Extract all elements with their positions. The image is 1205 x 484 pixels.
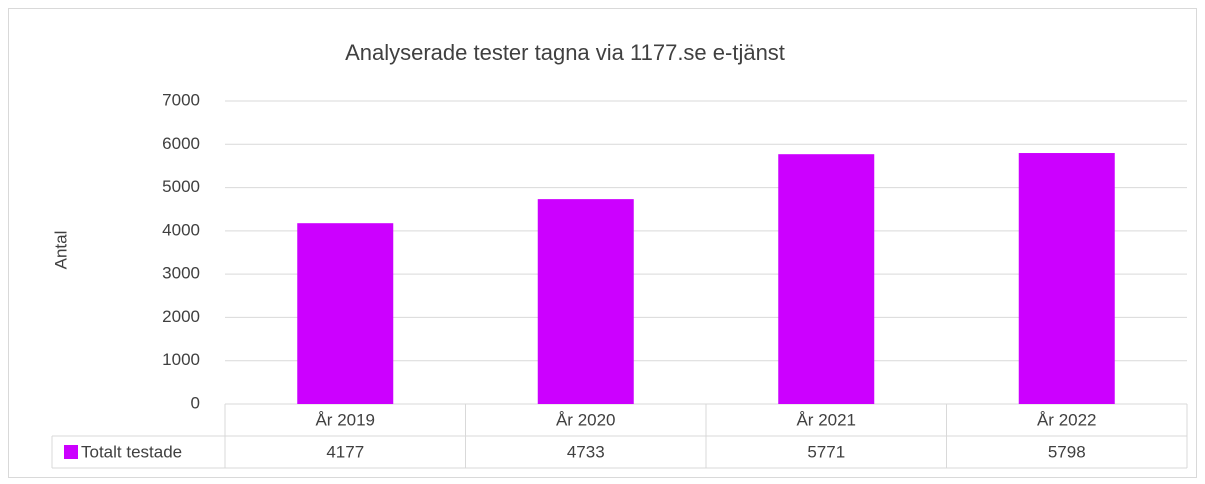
y-tick-label: 2000 (162, 307, 200, 326)
chart-title: Analyserade tester tagna via 1177.se e-t… (345, 40, 785, 65)
table-value: 5771 (807, 442, 845, 461)
x-tick-label: År 2021 (796, 410, 856, 429)
bar (778, 154, 875, 404)
y-tick-label: 0 (191, 393, 200, 412)
table-value: 5798 (1048, 442, 1086, 461)
y-tick-label: 6000 (162, 134, 200, 153)
y-tick-label: 5000 (162, 177, 200, 196)
bar (537, 199, 634, 404)
bar (297, 223, 394, 404)
table-value: 4733 (567, 442, 605, 461)
y-tick-label: 3000 (162, 264, 200, 283)
y-axis-label: Antal (51, 231, 70, 270)
y-tick-label: 7000 (162, 90, 200, 109)
bar (1018, 153, 1115, 404)
legend-label: Totalt testade (81, 442, 182, 461)
x-tick-label: År 2022 (1037, 410, 1097, 429)
y-tick-label: 1000 (162, 350, 200, 369)
legend-key (64, 445, 78, 459)
x-tick-label: År 2019 (315, 410, 375, 429)
x-tick-label: År 2020 (556, 410, 616, 429)
y-tick-label: 4000 (162, 220, 200, 239)
table-value: 4177 (326, 442, 364, 461)
